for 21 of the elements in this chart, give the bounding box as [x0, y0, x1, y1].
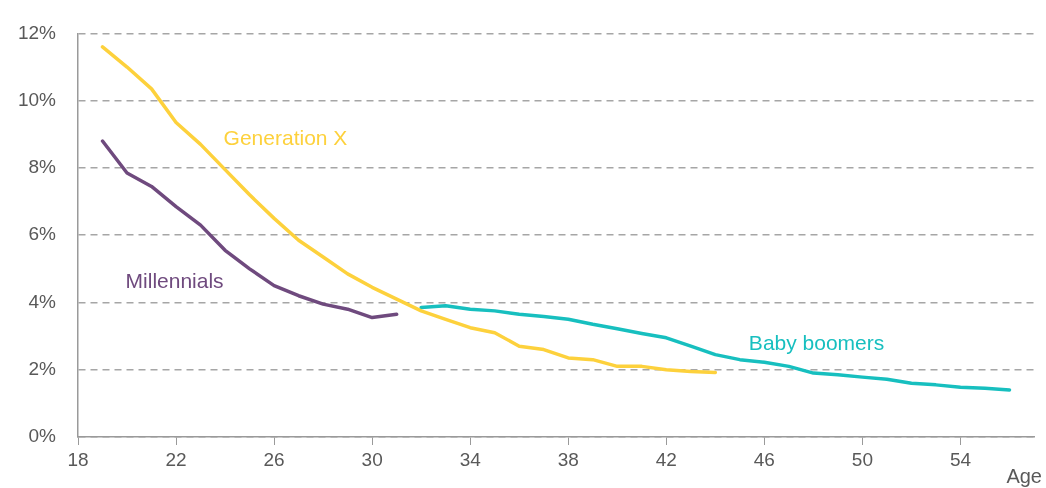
y-tick-label: 8%	[28, 156, 57, 178]
series-label: Millennials	[125, 268, 224, 292]
x-axis-title: Age	[1006, 464, 1042, 487]
series-label: Baby boomers	[748, 331, 885, 355]
y-tick-label: 6%	[28, 223, 57, 245]
y-tick-label: 0%	[28, 425, 57, 447]
x-tick-label: 30	[361, 448, 383, 470]
x-tick-label: 34	[459, 448, 482, 470]
x-tick-label: 42	[655, 448, 677, 470]
y-tick-label: 10%	[17, 88, 57, 110]
series-label: Generation X	[223, 125, 348, 149]
x-tick-label: 26	[263, 448, 285, 470]
x-tick-label: 50	[851, 448, 873, 470]
x-tick-label: 46	[753, 448, 775, 470]
x-tick-label: 54	[949, 448, 972, 470]
x-tick-label: 18	[67, 448, 89, 470]
y-tick-label: 4%	[28, 290, 57, 312]
y-tick-label: 2%	[28, 357, 57, 379]
x-tick-label: 22	[165, 448, 187, 470]
y-tick-label: 12%	[17, 21, 57, 43]
x-tick-label: 38	[557, 448, 579, 470]
